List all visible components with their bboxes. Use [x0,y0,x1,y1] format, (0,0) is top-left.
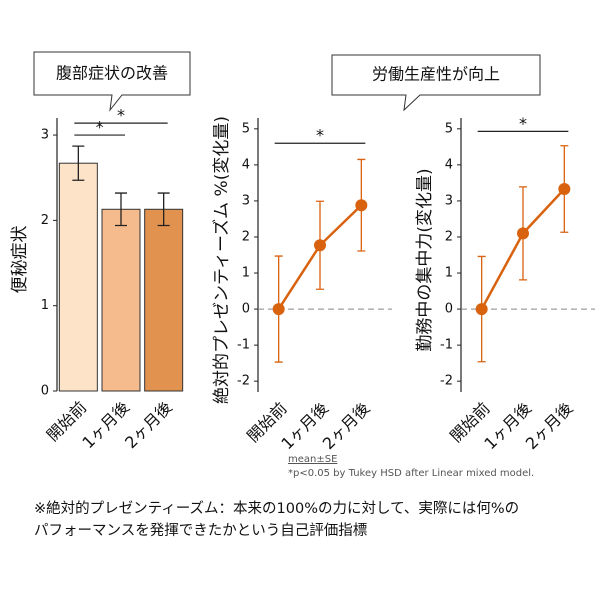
y-tick-label: 3 [445,193,453,208]
point [475,303,488,316]
y-tick-label: 3 [242,193,250,208]
callout: 腹部症状の改善 [56,64,168,83]
y-tick-label: 3 [41,128,49,143]
y-tick-label: 1 [445,266,453,281]
y-tick-label: 0 [445,302,453,317]
y-axis-label: 絶対的プレゼンティーズム %(変化量) [212,116,232,404]
y-tick-label: 1 [41,298,49,313]
y-tick-label: 2 [242,229,250,244]
y-tick-label: 2 [445,229,453,244]
significance-label: * [519,114,527,133]
error-bar [72,145,85,181]
callout-box [33,51,191,112]
point [314,239,326,252]
point [355,199,368,212]
point [558,183,571,196]
bar [144,208,184,392]
bar [58,162,98,392]
error-bar [157,192,170,227]
point [272,303,285,316]
y-tick-label: -2 [440,374,453,389]
y-tick-label: -1 [237,338,250,353]
x-tick-label: 2ヶ月後 [121,398,176,453]
x-tick-label: 1ヶ月後 [78,398,133,453]
y-axis-label: 便秘症状 [10,226,30,294]
callout-box [331,54,541,112]
y-tick-label: 4 [242,157,250,172]
significance-label: * [96,118,104,137]
y-tick-label: -1 [440,338,453,353]
note: *p<0.05 by Tukey HSD after Linear mixed … [288,468,534,479]
error-bar [115,192,127,227]
y-tick-label: 5 [242,121,250,136]
significance-label: * [117,106,125,125]
y-tick-label: 0 [242,302,250,317]
y-axis-label: 勤務中の集中力(変化量) [415,168,435,351]
x-tick-label: 2ヶ月後 [319,399,374,454]
callout: 労働生産性が向上 [372,65,500,84]
y-tick-label: 1 [242,266,250,281]
y-tick-label: 0 [41,384,49,399]
footnote: ※絶対的プレゼンティーズム：本来の100%の力に対して、実際には何%の [34,500,519,517]
bar [101,208,141,392]
y-tick-label: 5 [445,121,453,136]
footnote: パフォーマンスを発揮できたかという自己評価指標 [34,522,368,539]
y-tick-label: 2 [41,213,49,228]
significance-label: * [316,126,324,145]
y-tick-label: 4 [445,157,453,172]
x-tick-label: 2ヶ月後 [522,399,577,454]
y-tick-label: -2 [237,374,250,389]
note: mean±SE [288,454,337,465]
point [517,227,529,240]
